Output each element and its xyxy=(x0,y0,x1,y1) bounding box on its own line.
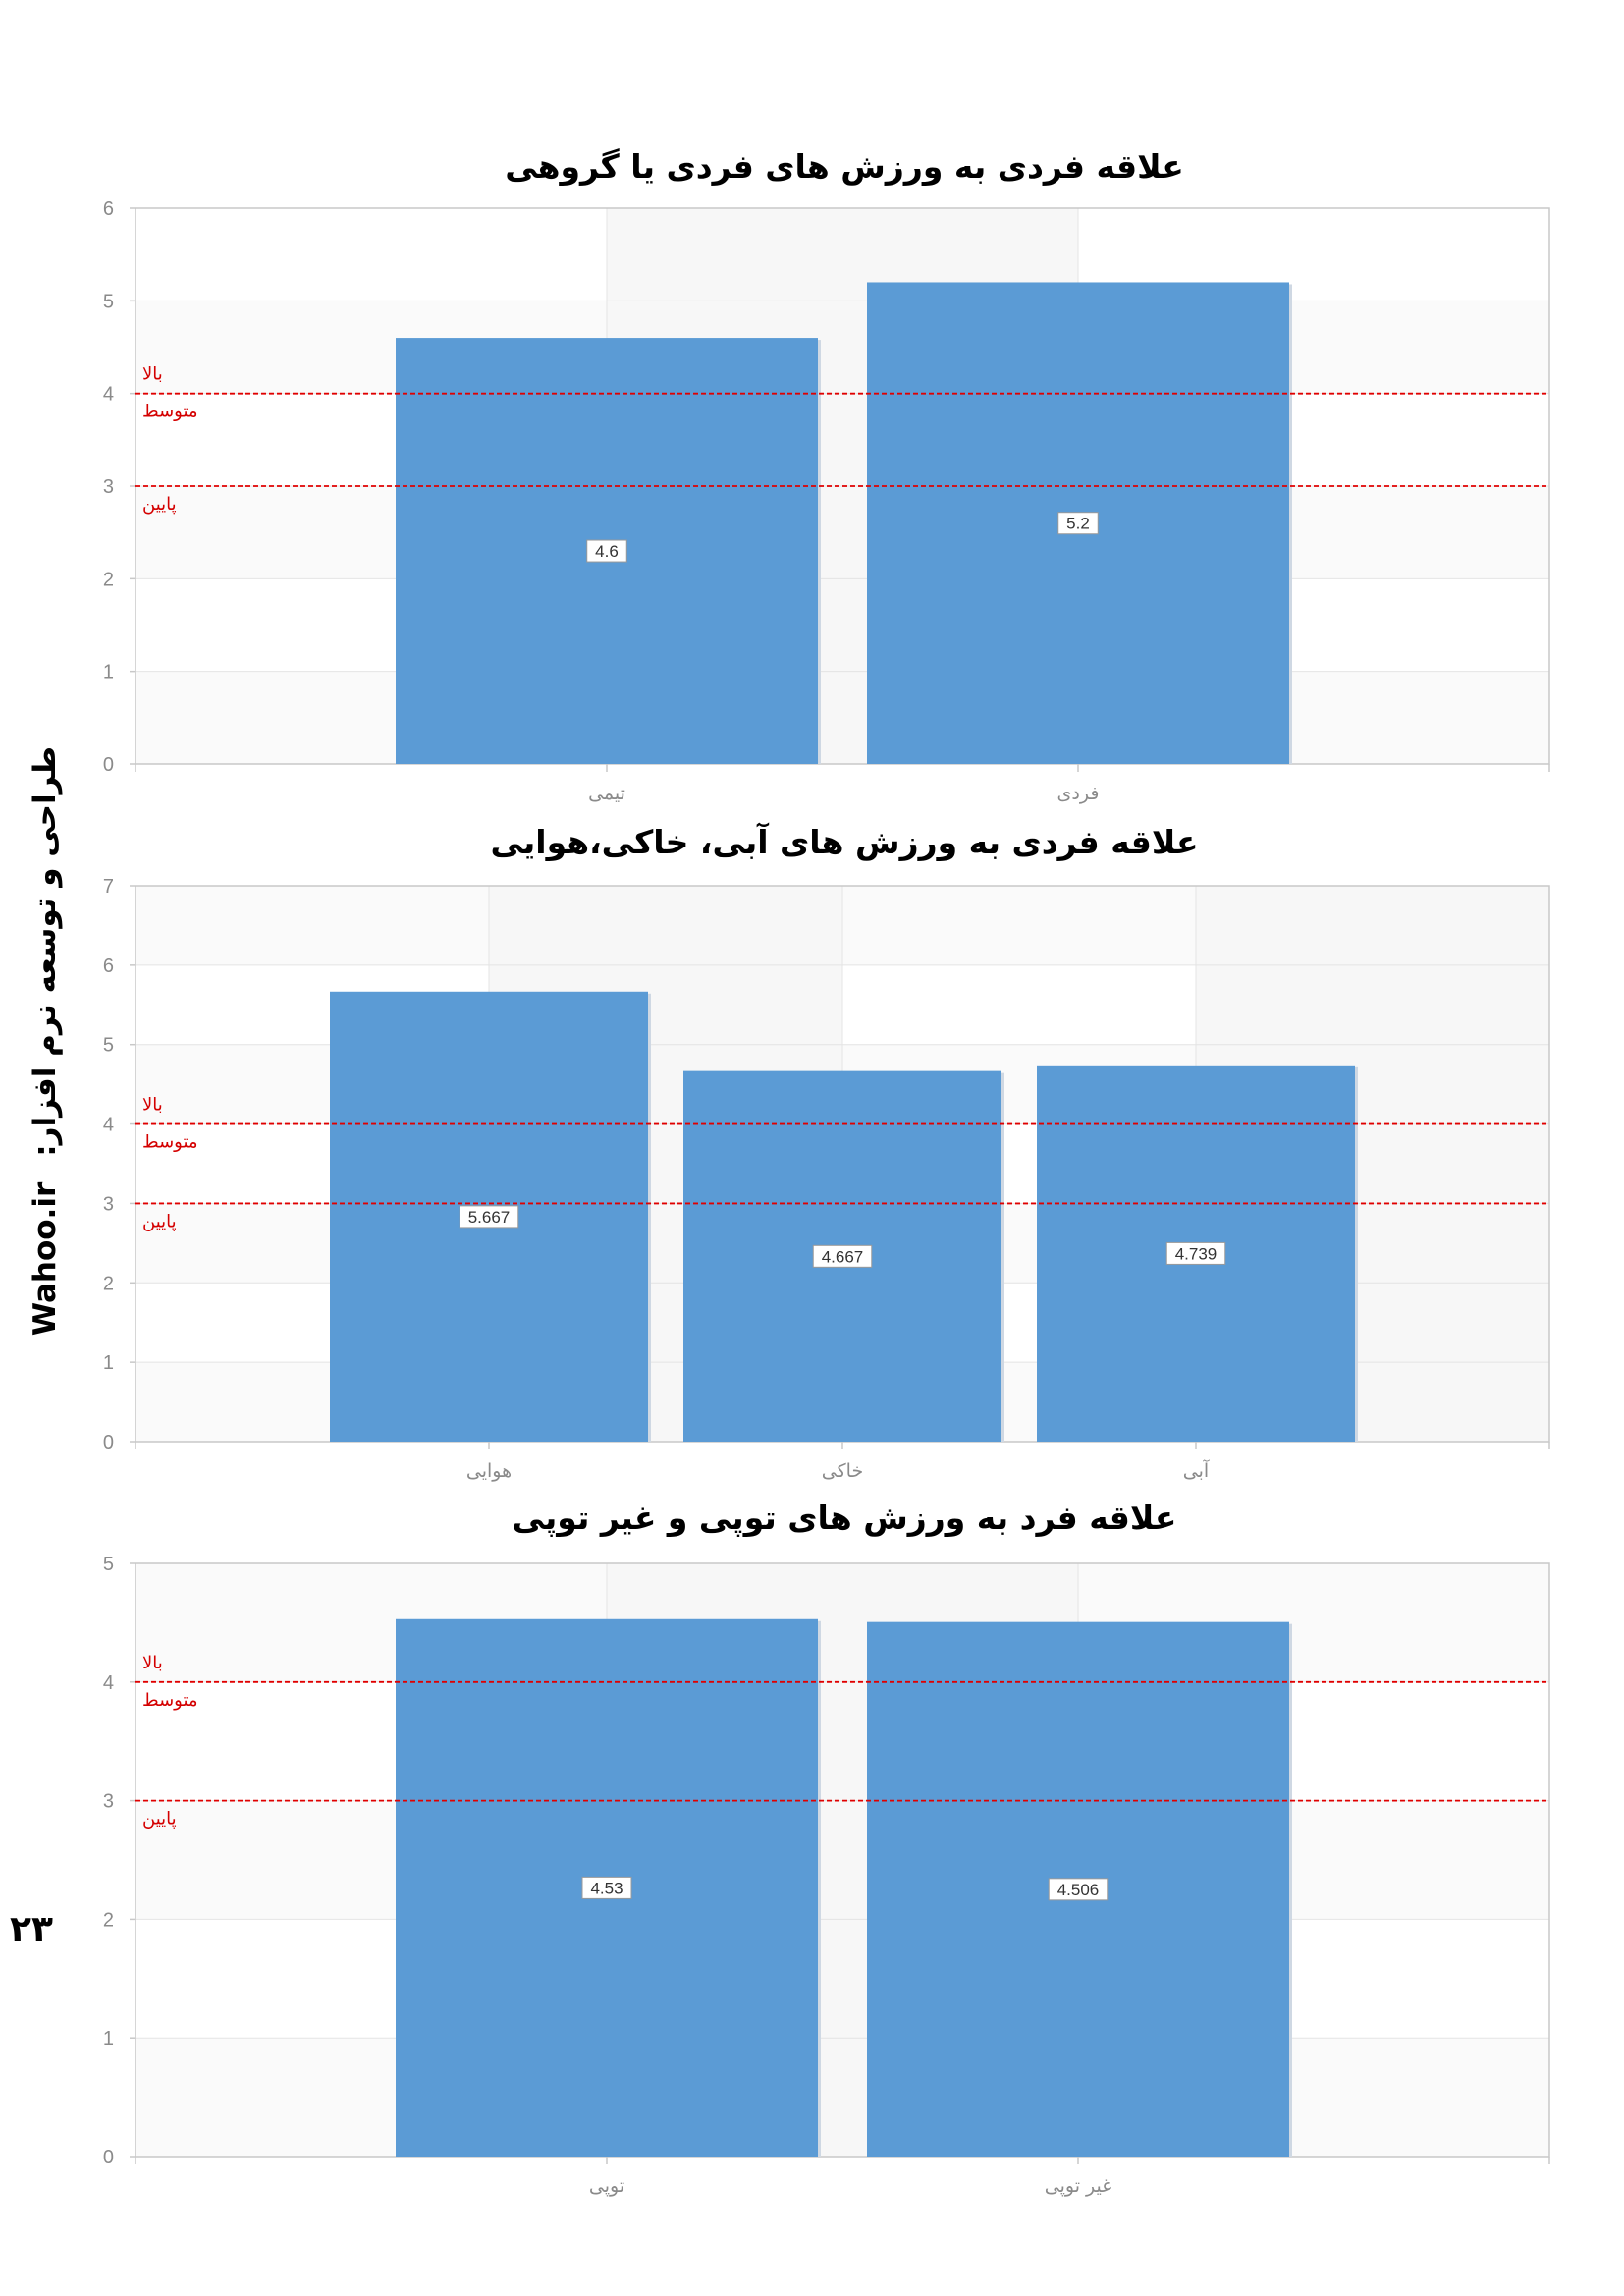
reference-label-above: بالا xyxy=(142,1095,163,1116)
page-number: ۲۳ xyxy=(10,1909,53,1949)
reference-label-above: بالا xyxy=(142,1653,163,1673)
y-tick-label: 1 xyxy=(103,662,114,683)
data-label: 5.2 xyxy=(1066,515,1090,533)
y-tick-label: 4 xyxy=(103,384,114,406)
x-category-label: هوایی xyxy=(466,1460,512,1482)
row-band xyxy=(135,1800,1549,1920)
y-tick-label: 2 xyxy=(103,1909,114,1931)
data-label: 4.667 xyxy=(822,1247,864,1266)
reference-label-below: متوسط xyxy=(142,402,198,422)
y-tick-label: 5 xyxy=(103,1035,114,1057)
chart-2: 0 1 2 3 4 5 6 7 5.667 هوایی 4.667 خاکی 4.739 آبی بالا م… xyxy=(103,876,1550,1482)
y-tick-label: 1 xyxy=(103,2028,114,2050)
x-category-label: آبی xyxy=(1183,1458,1210,1482)
reference-label-below: پایین xyxy=(142,494,177,515)
x-category-label: توپی xyxy=(589,2175,624,2197)
data-label-box xyxy=(1165,1241,1226,1265)
y-tick-label: 5 xyxy=(103,1554,114,1575)
data-label: 4.6 xyxy=(595,542,619,561)
y-tick-label: 7 xyxy=(103,876,114,898)
reference-label-below: پایین xyxy=(142,1211,177,1231)
row-band xyxy=(135,671,1549,764)
x-category-label: فردی xyxy=(1057,783,1100,804)
row-band xyxy=(135,1563,1549,1682)
x-category-label: غیر توپی xyxy=(1045,2175,1111,2197)
chart-3: 0 1 2 3 4 5 4.53 توپی 4.506 غیر توپی بالا متوسط پایی… xyxy=(103,1554,1550,2197)
chart-3-title: علاقه فرد به ورزش های توپی و غیر توپی xyxy=(512,1499,1177,1537)
data-label-box xyxy=(586,539,627,563)
y-tick-label: 6 xyxy=(103,198,114,220)
data-label-box xyxy=(812,1244,873,1268)
chart-1-title: علاقه فردی به ورزش های فردی یا گروهی xyxy=(505,147,1184,186)
data-label-box xyxy=(459,1205,519,1229)
reference-label-below: متوسط xyxy=(142,1690,198,1711)
reference-label-below: پایین xyxy=(142,1809,177,1830)
data-label-box xyxy=(1048,1878,1109,1901)
x-category-label: تیمی xyxy=(588,783,625,804)
chart-1: 0 1 2 3 4 5 6 4.6 تیمی 5.2 فردی بالا متوسط پایین xyxy=(103,198,1550,804)
y-tick-label: 1 xyxy=(103,1352,114,1374)
row-band xyxy=(135,486,1549,579)
reference-label-below: متوسط xyxy=(142,1132,198,1153)
y-tick-label: 2 xyxy=(103,569,114,590)
data-label: 4.739 xyxy=(1175,1244,1218,1263)
x-category-label: خاکی xyxy=(822,1460,863,1482)
y-tick-label: 3 xyxy=(103,1193,114,1215)
data-label: 4.506 xyxy=(1057,1881,1100,1899)
row-band xyxy=(135,301,1549,394)
y-tick-label: 4 xyxy=(103,1672,114,1694)
data-label: 4.53 xyxy=(590,1879,623,1897)
y-tick-label: 4 xyxy=(103,1115,114,1136)
data-label-box xyxy=(581,1876,632,1899)
data-label-box xyxy=(1057,512,1099,535)
y-tick-label: 3 xyxy=(103,1791,114,1813)
data-label: 5.667 xyxy=(468,1208,511,1227)
reference-label-above: بالا xyxy=(142,364,163,385)
y-tick-label: 5 xyxy=(103,291,114,312)
chart-2-title: علاقه فردی به ورزش های آبی، خاکی،هوایی xyxy=(490,823,1199,861)
y-tick-label: 6 xyxy=(103,956,114,977)
y-tick-label: 0 xyxy=(103,754,114,776)
y-tick-label: 3 xyxy=(103,476,114,498)
y-tick-label: 2 xyxy=(103,1273,114,1294)
plot-frame xyxy=(135,1562,1550,2158)
row-band xyxy=(135,2038,1549,2157)
y-tick-label: 0 xyxy=(103,1432,114,1453)
y-tick-label: 0 xyxy=(103,2147,114,2168)
